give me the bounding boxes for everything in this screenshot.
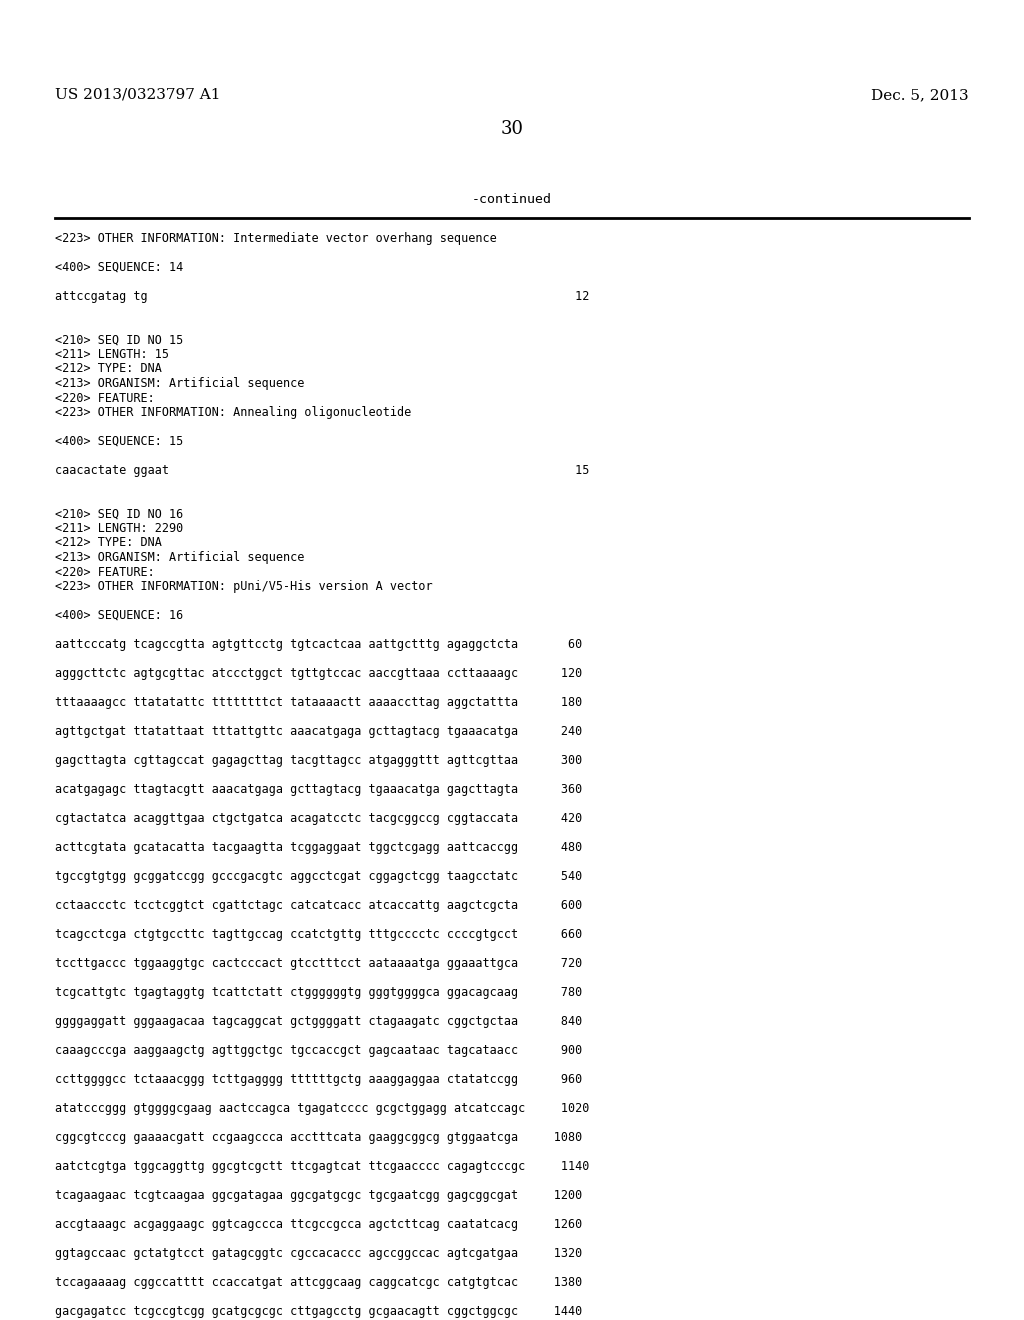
Text: tgccgtgtgg gcggatccgg gcccgacgtc aggcctcgat cggagctcgg taagcctatc      540: tgccgtgtgg gcggatccgg gcccgacgtc aggcctc… xyxy=(55,870,583,883)
Text: <223> OTHER INFORMATION: Intermediate vector overhang sequence: <223> OTHER INFORMATION: Intermediate ve… xyxy=(55,232,497,246)
Text: caacactate ggaat                                                         15: caacactate ggaat 15 xyxy=(55,465,590,477)
Text: US 2013/0323797 A1: US 2013/0323797 A1 xyxy=(55,88,220,102)
Text: gagcttagta cgttagccat gagagcttag tacgttagcc atgagggttt agttcgttaa      300: gagcttagta cgttagccat gagagcttag tacgtta… xyxy=(55,754,583,767)
Text: cgtactatca acaggttgaa ctgctgatca acagatcctc tacgcggccg cggtaccata      420: cgtactatca acaggttgaa ctgctgatca acagatc… xyxy=(55,812,583,825)
Text: <212> TYPE: DNA: <212> TYPE: DNA xyxy=(55,363,162,375)
Text: tcagcctcga ctgtgccttc tagttgccag ccatctgttg tttgcccctc ccccgtgcct      660: tcagcctcga ctgtgccttc tagttgccag ccatctg… xyxy=(55,928,583,941)
Text: 30: 30 xyxy=(501,120,523,139)
Text: tcagaagaac tcgtcaagaa ggcgatagaa ggcgatgcgc tgcgaatcgg gagcggcgat     1200: tcagaagaac tcgtcaagaa ggcgatagaa ggcgatg… xyxy=(55,1189,583,1203)
Text: <220> FEATURE:: <220> FEATURE: xyxy=(55,392,155,404)
Text: tttaaaagcc ttatatattc ttttttttct tataaaactt aaaaccttag aggctattta      180: tttaaaagcc ttatatattc ttttttttct tataaaa… xyxy=(55,696,583,709)
Text: attccgatag tg                                                            12: attccgatag tg 12 xyxy=(55,290,590,304)
Text: <223> OTHER INFORMATION: Annealing oligonucleotide: <223> OTHER INFORMATION: Annealing oligo… xyxy=(55,407,412,418)
Text: ggggaggatt gggaagacaa tagcaggcat gctggggatt ctagaagatc cggctgctaa      840: ggggaggatt gggaagacaa tagcaggcat gctgggg… xyxy=(55,1015,583,1028)
Text: <211> LENGTH: 15: <211> LENGTH: 15 xyxy=(55,348,169,360)
Text: <213> ORGANISM: Artificial sequence: <213> ORGANISM: Artificial sequence xyxy=(55,378,304,389)
Text: caaagcccga aaggaagctg agttggctgc tgccaccgct gagcaataac tagcataacc      900: caaagcccga aaggaagctg agttggctgc tgccacc… xyxy=(55,1044,583,1057)
Text: gacgagatcc tcgccgtcgg gcatgcgcgc cttgagcctg gcgaacagtt cggctggcgc     1440: gacgagatcc tcgccgtcgg gcatgcgcgc cttgagc… xyxy=(55,1305,583,1317)
Text: <210> SEQ ID NO 15: <210> SEQ ID NO 15 xyxy=(55,334,183,346)
Text: ggtagccaac gctatgtcct gatagcggtc cgccacaccc agccggccac agtcgatgaa     1320: ggtagccaac gctatgtcct gatagcggtc cgccaca… xyxy=(55,1247,583,1261)
Text: aattcccatg tcagccgtta agtgttcctg tgtcactcaa aattgctttg agaggctcta       60: aattcccatg tcagccgtta agtgttcctg tgtcact… xyxy=(55,638,583,651)
Text: <211> LENGTH: 2290: <211> LENGTH: 2290 xyxy=(55,521,183,535)
Text: <212> TYPE: DNA: <212> TYPE: DNA xyxy=(55,536,162,549)
Text: accgtaaagc acgaggaagc ggtcagccca ttcgccgcca agctcttcag caatatcacg     1260: accgtaaagc acgaggaagc ggtcagccca ttcgccg… xyxy=(55,1218,583,1232)
Text: <210> SEQ ID NO 16: <210> SEQ ID NO 16 xyxy=(55,507,183,520)
Text: <220> FEATURE:: <220> FEATURE: xyxy=(55,565,155,578)
Text: ccttggggcc tctaaacggg tcttgagggg ttttttgctg aaaggaggaa ctatatccgg      960: ccttggggcc tctaaacggg tcttgagggg ttttttg… xyxy=(55,1073,583,1086)
Text: agggcttctc agtgcgttac atccctggct tgttgtccac aaccgttaaa ccttaaaagc      120: agggcttctc agtgcgttac atccctggct tgttgtc… xyxy=(55,667,583,680)
Text: tccagaaaag cggccatttt ccaccatgat attcggcaag caggcatcgc catgtgtcac     1380: tccagaaaag cggccatttt ccaccatgat attcggc… xyxy=(55,1276,583,1290)
Text: agttgctgat ttatattaat tttattgttc aaacatgaga gcttagtacg tgaaacatga      240: agttgctgat ttatattaat tttattgttc aaacatg… xyxy=(55,725,583,738)
Text: <400> SEQUENCE: 16: <400> SEQUENCE: 16 xyxy=(55,609,183,622)
Text: <213> ORGANISM: Artificial sequence: <213> ORGANISM: Artificial sequence xyxy=(55,550,304,564)
Text: <400> SEQUENCE: 15: <400> SEQUENCE: 15 xyxy=(55,436,183,447)
Text: -continued: -continued xyxy=(472,193,552,206)
Text: cggcgtcccg gaaaacgatt ccgaagccca acctttcata gaaggcggcg gtggaatcga     1080: cggcgtcccg gaaaacgatt ccgaagccca acctttc… xyxy=(55,1131,583,1144)
Text: cctaaccctc tcctcggtct cgattctagc catcatcacc atcaccattg aagctcgcta      600: cctaaccctc tcctcggtct cgattctagc catcatc… xyxy=(55,899,583,912)
Text: <400> SEQUENCE: 14: <400> SEQUENCE: 14 xyxy=(55,261,183,275)
Text: acatgagagc ttagtacgtt aaacatgaga gcttagtacg tgaaacatga gagcttagta      360: acatgagagc ttagtacgtt aaacatgaga gcttagt… xyxy=(55,783,583,796)
Text: acttcgtata gcatacatta tacgaagtta tcggaggaat tggctcgagg aattcaccgg      480: acttcgtata gcatacatta tacgaagtta tcggagg… xyxy=(55,841,583,854)
Text: Dec. 5, 2013: Dec. 5, 2013 xyxy=(871,88,969,102)
Text: tccttgaccc tggaaggtgc cactcccact gtcctttcct aataaaatga ggaaattgca      720: tccttgaccc tggaaggtgc cactcccact gtccttt… xyxy=(55,957,583,970)
Text: atatcccggg gtggggcgaag aactccagca tgagatcccc gcgctggagg atcatccagc     1020: atatcccggg gtggggcgaag aactccagca tgagat… xyxy=(55,1102,590,1115)
Text: aatctcgtga tggcaggttg ggcgtcgctt ttcgagtcat ttcgaacccc cagagtcccgc     1140: aatctcgtga tggcaggttg ggcgtcgctt ttcgagt… xyxy=(55,1160,590,1173)
Text: <223> OTHER INFORMATION: pUni/V5-His version A vector: <223> OTHER INFORMATION: pUni/V5-His ver… xyxy=(55,579,432,593)
Text: tcgcattgtc tgagtaggtg tcattctatt ctggggggtg gggtggggca ggacagcaag      780: tcgcattgtc tgagtaggtg tcattctatt ctggggg… xyxy=(55,986,583,999)
